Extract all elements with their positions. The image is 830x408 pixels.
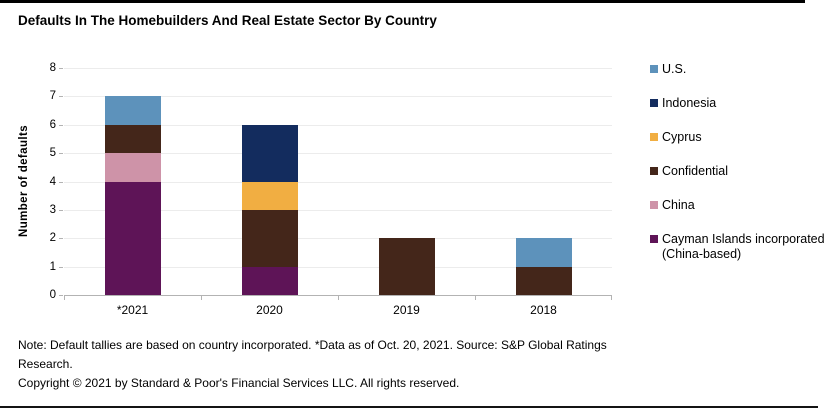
plot-area [64,68,612,296]
legend-item-china: China [650,198,830,213]
legend-item-cayman: Cayman Islands incorporated (China-based… [650,232,830,262]
legend-swatch-indonesia [650,99,658,107]
gridline-y-4 [64,181,612,183]
bar-segment-2021-confidential [104,124,161,154]
bar-segment-2021-cayman [104,181,161,295]
legend-item-cyprus: Cyprus [650,130,830,145]
gridline-y-8 [64,68,612,69]
y-tick-mark-0 [59,295,63,296]
chart-legend: U.S. Indonesia Cyprus Confidential China Caym… [650,62,830,281]
gridline-y-7 [64,96,612,98]
legend-label: Cayman Islands incorporated (China-based… [662,232,825,261]
x-tick-label-2020: 2020 [256,303,283,317]
legend-label: China [662,198,695,212]
x-tick-mark-3 [475,296,476,300]
gridline-y-1 [64,266,612,268]
footnote: Note: Default tallies are based on count… [18,338,607,371]
legend-swatch-china [650,201,658,209]
gridline-y-2 [64,238,612,240]
x-tick-mark-2 [338,296,339,300]
y-tick-label-4: 4 [49,175,56,188]
legend-label: Confidential [662,164,729,178]
bar-segment-2021-china [104,153,161,182]
legend-swatch-cayman [650,235,658,243]
y-tick-label-5: 5 [49,147,56,160]
legend-swatch-confidential [650,167,658,175]
x-tick-mark-1 [201,296,202,300]
x-tick-label-2021: *2021 [116,303,149,317]
gridline-y-3 [64,209,612,211]
y-tick-mark-2 [59,238,63,240]
y-tick-label-1: 1 [49,260,56,273]
y-tick-label-0: 0 [49,289,56,301]
y-tick-mark-5 [59,153,63,155]
screenshot-top-border [0,0,805,3]
legend-item-us.: U.S. [650,62,830,77]
legend-label: U.S. [662,62,687,76]
chart-title: Defaults In The Homebuilders And Real Es… [18,13,437,28]
bar-segment-2020-confidential [241,209,298,267]
bar-segment-2018-us. [515,238,572,267]
screenshot-bottom-border [0,406,818,408]
gridline-y-5 [64,153,612,155]
y-tick-mark-1 [59,266,63,268]
y-tick-label-3: 3 [49,203,56,216]
x-tick-mark-4 [611,296,612,300]
y-tick-mark-3 [59,209,63,211]
bar-segment-2021-us. [104,96,161,125]
copyright-text: Copyright © 2021 by Standard & Poor's Fi… [18,376,460,390]
y-tick-mark-4 [59,181,63,183]
y-tick-mark-7 [59,96,63,98]
bar-segment-2020-cyprus [241,181,298,210]
legend-item-indonesia: Indonesia [650,96,830,111]
legend-item-confidential: Confidential [650,164,830,179]
y-tick-mark-6 [59,124,63,126]
bar-segment-2020-indonesia [241,124,298,182]
legend-swatch-cyprus [650,133,658,141]
y-tick-label-8: 8 [49,62,56,74]
legend-label: Cyprus [662,130,702,144]
y-tick-label-7: 7 [49,90,56,103]
x-tick-label-2019: 2019 [393,303,420,317]
y-tick-mark-8 [59,68,63,69]
legend-label: Indonesia [662,96,717,110]
bar-segment-2019-confidential [378,238,435,295]
y-tick-label-2: 2 [49,232,56,245]
bar-segment-2018-confidential [515,266,572,295]
y-tick-label-6: 6 [49,118,56,131]
x-tick-label-2018: 2018 [530,303,557,317]
legend-swatch-us. [650,65,658,73]
x-tick-mark-0 [64,296,65,300]
bar-segment-2020-cayman [241,266,298,295]
gridline-y-6 [64,124,612,126]
